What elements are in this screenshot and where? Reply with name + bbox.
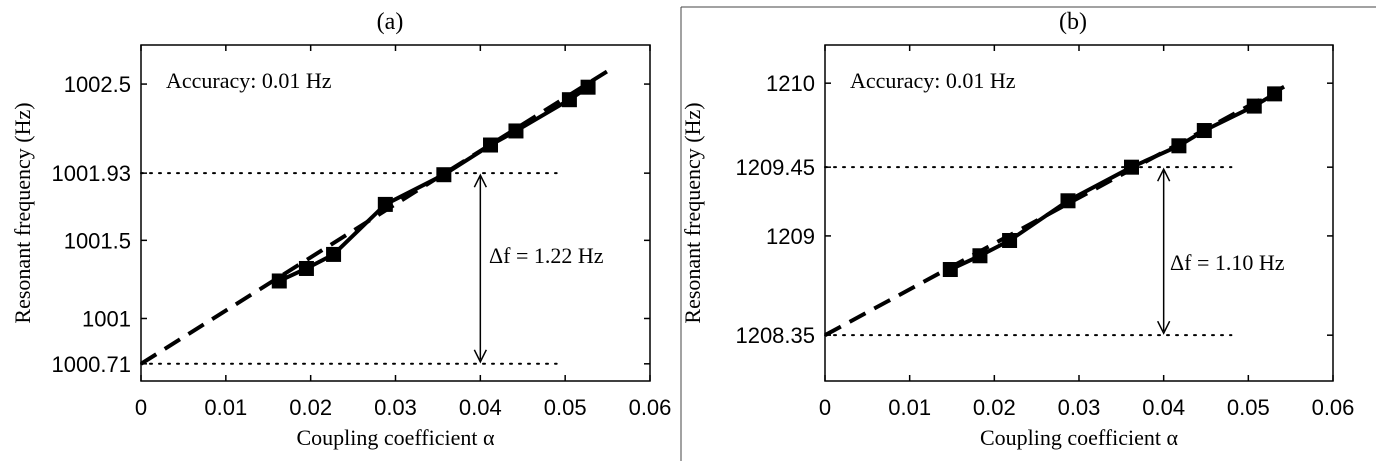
y-axis-label: Resonant frequency (Hz) [10,102,35,323]
accuracy-annotation: Accuracy: 0.01 Hz [850,68,1016,93]
x-axis-label: Coupling coefficient α [296,425,495,450]
data-point [1123,159,1139,175]
delta-arrow-head-down [473,349,488,364]
x-axis-label: Coupling coefficient α [980,425,1179,450]
x-tick-label: 0.03 [374,395,417,420]
x-tick-label: 0 [135,395,147,420]
delta-arrow-head-down [1156,320,1171,335]
x-tick-label: 0.01 [204,395,247,420]
y-tick-label: 1001.5 [64,228,131,253]
x-tick-label: 0.02 [973,395,1016,420]
accuracy-annotation: Accuracy: 0.01 Hz [166,68,332,93]
y-tick-label: 1209.45 [735,155,815,180]
y-tick-label: 1000.71 [51,352,131,377]
chart-panel-a: (a) 0 0.01 0.02 0.03 0.04 0.05 0.06 1000.71 1001 1… [10,9,671,450]
data-point [1060,193,1076,209]
x-tick-label: 0.03 [1058,395,1101,420]
data-point [1002,232,1018,248]
x-tick-label: 0.04 [459,395,502,420]
data-point [561,92,577,108]
x-tick-label: 0.01 [888,395,931,420]
x-tick-label: 0.04 [1142,395,1185,420]
delta-arrow-head-up [473,173,488,188]
data-point [326,246,342,262]
panel-label: (a) [377,9,404,35]
x-tick-label: 0.05 [1227,395,1270,420]
data-point [1267,86,1283,102]
plot-frame [824,44,1334,382]
fit-line [139,66,613,366]
y-tick-label: 1210 [766,71,815,96]
data-point [1246,98,1262,114]
data-point [298,260,314,276]
data-point [580,79,596,95]
delta-arrow-head-up [1156,167,1171,182]
x-tick-label: 0.02 [289,395,332,420]
y-tick-label: 1001 [82,306,131,331]
data-point [377,196,393,212]
data-point [1171,138,1187,154]
chart-panel-b: (b) 0 0.01 0.02 0.03 0.04 0.05 0.06 1208.35 1209 1… [680,9,1354,450]
y-axis-label: Resonant frequency (Hz) [680,102,705,323]
data-point [972,248,988,264]
delta-annotation: Δf = 1.10 Hz [1170,250,1285,275]
delta-annotation: Δf = 1.22 Hz [489,243,604,268]
data-point [483,137,499,153]
data-point [942,262,958,278]
x-tick-label: 0 [819,395,831,420]
y-tick-label: 1001.93 [51,161,131,186]
x-tick-label: 0.05 [544,395,587,420]
data-point [436,167,452,183]
y-tick-label: 1002.5 [64,72,131,97]
data-point [508,123,524,139]
data-point [1196,123,1212,139]
data-point [271,273,287,289]
y-tick-label: 1208.35 [735,323,815,348]
x-tick-label: 0.06 [1312,395,1355,420]
panel-label: (b) [1059,9,1087,35]
x-tick-label: 0.06 [629,395,672,420]
y-tick-label: 1209 [766,224,815,249]
